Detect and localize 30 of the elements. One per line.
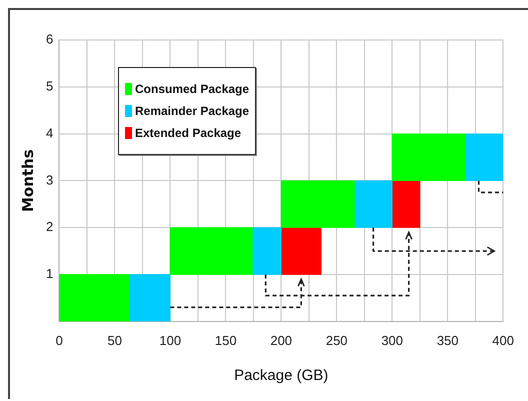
y-tick-label: 4 [46,125,54,140]
x-tick-label: 400 [492,332,514,348]
bar [392,133,466,182]
legend-label: Consumed Package [135,82,250,96]
y-tick-label: 5 [46,78,54,94]
bar [354,180,393,228]
x-tick-label: 200 [270,332,292,348]
bar [280,227,322,275]
y-tick-label: 2 [46,219,54,234]
bar [252,227,282,275]
x-tick-label: 350 [436,332,459,348]
bar [280,180,355,228]
x-tick-label: 100 [159,332,182,348]
x-tick-label: 150 [214,332,237,348]
x-tick-label: 300 [381,332,404,348]
x-tick-label: 250 [326,332,348,348]
bar [392,180,420,228]
y-axis-title: Months [18,149,37,212]
y-tick-label: 6 [46,32,54,47]
x-tick-label: 50 [107,332,122,348]
bar [170,227,253,275]
x-axis-title: Package (GB) [234,367,328,384]
legend-label: Extended Package [135,126,242,140]
bar [59,274,130,322]
y-tick-label: 3 [46,172,54,188]
bar [128,274,171,322]
legend-label: Remainder Package [135,104,250,118]
y-tick-label: 1 [46,266,54,282]
x-tick-label: 0 [56,332,63,348]
bar [465,133,504,182]
